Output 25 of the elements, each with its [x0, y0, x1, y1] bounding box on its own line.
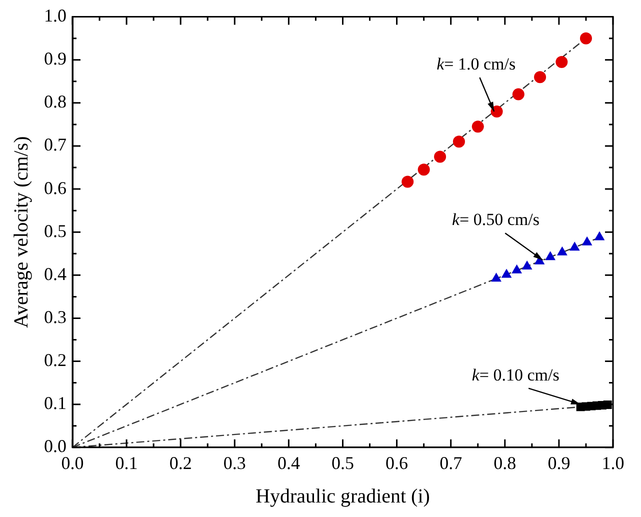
y-tick-label: 0.4	[44, 264, 66, 284]
y-axis-title: Average velocity (cm/s)	[10, 136, 32, 328]
x-tick-label: 0.7	[440, 452, 462, 473]
x-axis-title: Hydraulic gradient (i)	[256, 485, 430, 508]
y-tick-label: 0.2	[44, 350, 66, 370]
annotation: k= 0.50 cm/s	[452, 210, 540, 230]
y-tick-label: 0.6	[44, 178, 66, 198]
x-tick-label: 0.8	[494, 452, 516, 473]
y-tick-label: 0.8	[44, 92, 66, 112]
x-tick-label: 1.0	[602, 452, 624, 473]
x-tick-label: 0.3	[223, 452, 246, 473]
y-tick-label: 1.0	[44, 6, 66, 26]
x-tick-label: 0.2	[169, 452, 192, 473]
x-tick-label: 0.6	[386, 452, 408, 473]
annotation: k= 0.10 cm/s	[472, 365, 560, 384]
x-tick-label: 0.9	[548, 452, 570, 473]
y-tick-label: 0.5	[44, 220, 66, 241]
annotation: k= 1.0 cm/s	[436, 54, 516, 74]
y-tick-label: 0.3	[44, 306, 66, 327]
y-tick-label: 0.9	[44, 48, 66, 69]
x-tick-label: 0.5	[332, 452, 354, 473]
x-tick-label: 0.1	[115, 452, 138, 473]
x-tick-label: 0.4	[277, 452, 300, 473]
y-tick-label: 0.1	[44, 393, 66, 414]
y-tick-label: 0.7	[44, 134, 66, 155]
